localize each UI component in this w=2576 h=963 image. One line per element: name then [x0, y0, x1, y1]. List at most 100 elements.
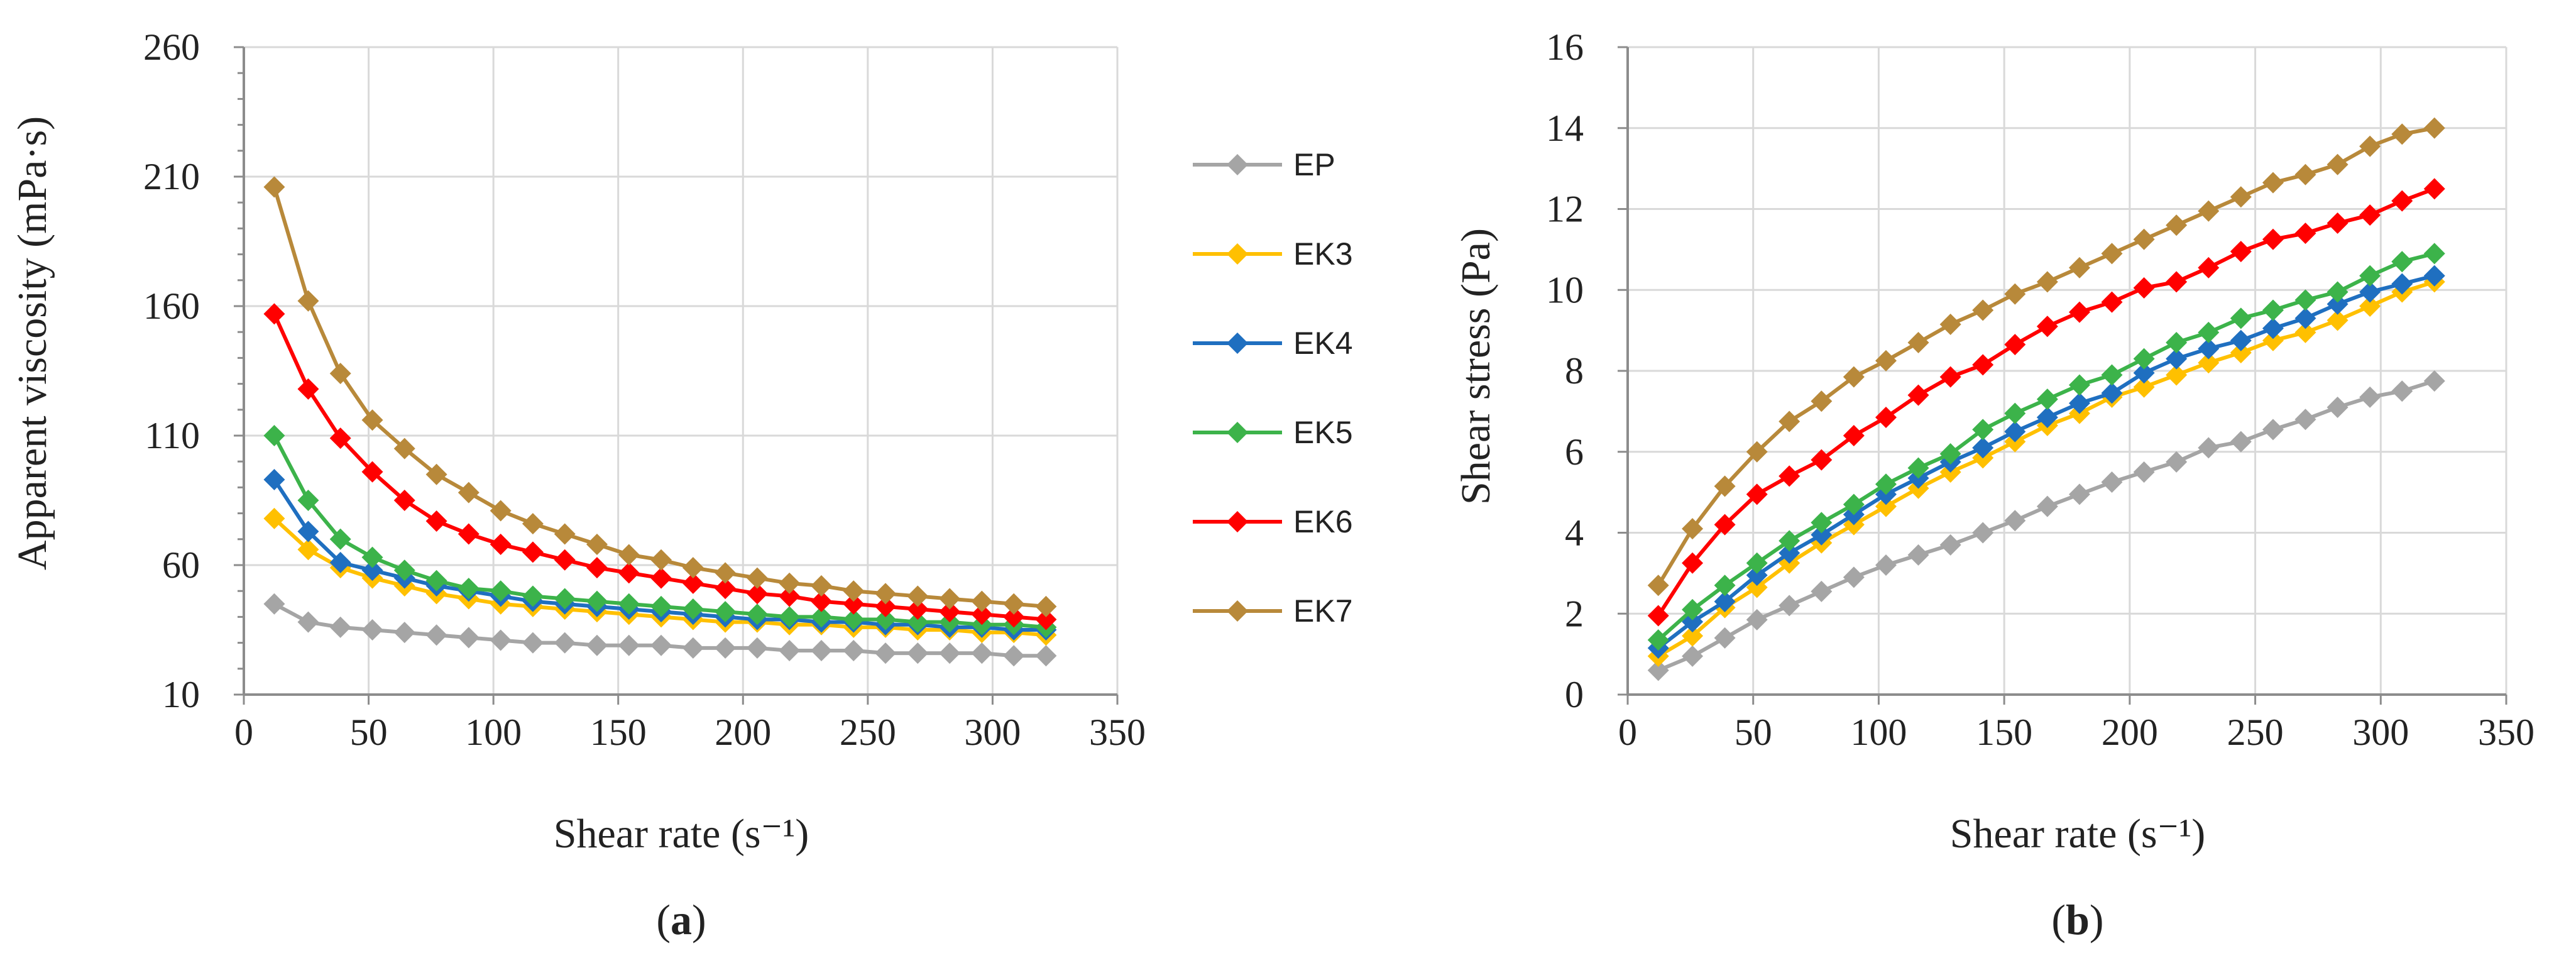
data-point [810, 575, 832, 597]
data-point [715, 637, 737, 659]
data-point [2294, 163, 2316, 185]
data-point [907, 598, 929, 620]
x-tick-label: 150 [590, 712, 647, 753]
series-ek6 [263, 303, 1057, 630]
data-point [586, 634, 608, 656]
data-point [907, 642, 929, 664]
data-point [1875, 473, 1897, 495]
legend-marker [1227, 154, 1248, 175]
data-point [586, 557, 608, 579]
tick-labels: 0 50 100 150 200 250 300 350 0 2 4 6 8 10 12 14 16 [1546, 26, 2535, 753]
series-ek5 [1647, 243, 2445, 651]
legend-marker [1227, 333, 1248, 354]
data-point [2068, 483, 2090, 505]
data-point [393, 559, 415, 581]
data-point [2359, 386, 2381, 408]
legend-marker [1227, 422, 1248, 443]
data-point [971, 603, 993, 625]
y-tick-label: 60 [162, 544, 200, 586]
data-point [263, 469, 285, 491]
data-point [458, 578, 480, 600]
data-point [1811, 580, 1833, 602]
data-point [2359, 281, 2381, 303]
data-point [971, 642, 993, 664]
legend-marker [1227, 243, 1248, 265]
data-point [1939, 534, 1961, 556]
data-point [2036, 316, 2058, 338]
data-point [490, 629, 512, 651]
data-point [2327, 212, 2349, 234]
data-point [425, 510, 447, 532]
series-group [1647, 117, 2445, 681]
y-tick-label: 210 [143, 156, 200, 197]
data-point [810, 639, 832, 661]
y-axis-title: Shear stress (Pa) [1453, 228, 1499, 505]
y-tick-label: 10 [1546, 269, 1584, 311]
data-point [297, 290, 319, 312]
legend-item-ek4: EK4 [1193, 326, 1353, 361]
data-point [1907, 331, 1929, 353]
data-point [1875, 495, 1897, 517]
data-point [263, 303, 285, 325]
y-tick-label: 4 [1565, 512, 1584, 554]
data-point [2198, 321, 2220, 343]
data-point [2391, 190, 2413, 212]
data-point [522, 632, 544, 654]
data-point [2133, 376, 2155, 398]
legend-label: EP [1293, 147, 1335, 182]
data-point [458, 627, 480, 649]
data-point [2262, 172, 2284, 194]
data-point [263, 507, 285, 529]
data-point [2359, 204, 2381, 226]
data-point [1972, 299, 1994, 321]
series-group [263, 176, 1057, 667]
y-tick-label: 6 [1565, 431, 1584, 473]
data-point [2166, 214, 2188, 236]
data-point [1875, 407, 1897, 429]
series-ep [263, 593, 1057, 667]
x-axis-title: Shear rate (s⁻¹) [1950, 811, 2205, 857]
data-point [586, 534, 608, 556]
data-point [1811, 524, 1833, 546]
data-point [2166, 331, 2188, 353]
data-point [2327, 281, 2349, 303]
data-point [875, 583, 897, 605]
data-point [1843, 366, 1865, 388]
data-point [425, 624, 447, 646]
series-line-ek3 [1657, 280, 2435, 658]
data-point [2101, 364, 2123, 386]
data-point [2036, 407, 2058, 429]
data-point [2004, 510, 2026, 532]
data-point [2036, 388, 2058, 410]
data-point [1746, 552, 1768, 574]
data-point [2166, 451, 2188, 473]
x-tick-label: 0 [234, 712, 253, 753]
y-tick-label: 8 [1565, 350, 1584, 392]
data-point [1682, 625, 1704, 647]
data-point [1714, 575, 1736, 597]
x-tick-label: 100 [465, 712, 522, 753]
data-point [522, 513, 544, 535]
data-point [1779, 542, 1800, 564]
data-point [1714, 627, 1736, 649]
y-axis-title: Apparent viscosity (mPa·s) [9, 116, 55, 570]
data-point [329, 616, 351, 638]
data-point [682, 557, 704, 579]
data-point [939, 642, 961, 664]
data-point [2133, 362, 2155, 384]
data-point [1035, 608, 1057, 630]
data-point [779, 585, 801, 607]
data-point [2198, 200, 2220, 222]
data-point [2327, 396, 2349, 418]
data-point [1003, 606, 1025, 628]
data-point [393, 437, 415, 459]
series-line-ek7 [1657, 126, 2435, 586]
y-tick-label: 12 [1546, 189, 1584, 230]
chart-panel-a: 0 50 100 150 200 250 300 350 10 60 110 160 210 260 Ap… [9, 26, 1146, 944]
data-point [2166, 271, 2188, 293]
data-point [1003, 645, 1025, 667]
x-tick-label: 200 [2102, 712, 2158, 753]
data-point [2198, 352, 2220, 374]
x-tick-label: 50 [1735, 712, 1772, 753]
data-point [1875, 349, 1897, 371]
